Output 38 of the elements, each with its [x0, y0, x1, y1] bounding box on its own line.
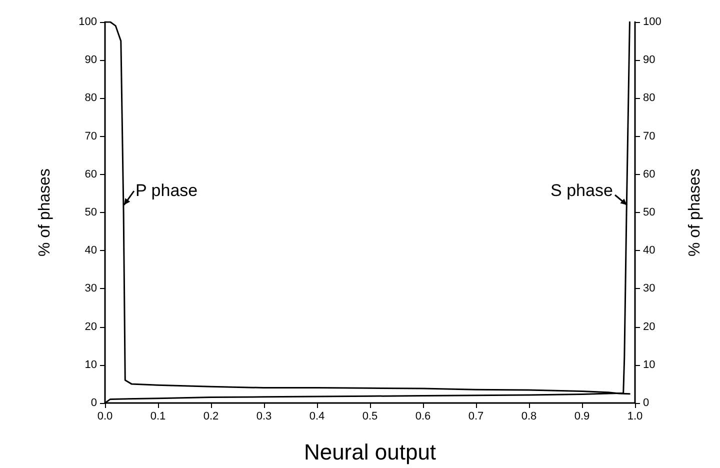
y2-tick-label: 20: [643, 320, 656, 333]
y-tick-label: 50: [84, 206, 97, 218]
y2-tick-label: 70: [643, 130, 656, 142]
y2-tick-label: 100: [643, 16, 662, 28]
x-tick-label: 0.6: [415, 410, 431, 422]
annotation: S phase: [550, 180, 613, 201]
y2-tick-label: 90: [643, 54, 656, 66]
y-tick-label: 20: [84, 320, 97, 333]
y-tick-label: 60: [84, 168, 97, 180]
x-axis-title: Neural output: [304, 440, 436, 464]
y-tick-label: 100: [78, 16, 97, 28]
x-tick-label: 1.0: [627, 410, 643, 422]
y-tick-label: 90: [84, 54, 97, 66]
x-tick-label: 0.9: [574, 410, 590, 422]
y-tick-label: 40: [84, 244, 97, 257]
y2-tick-label: 60: [643, 168, 656, 180]
y-axis-title: % of phases: [36, 168, 54, 257]
y2-tick-label: 30: [643, 282, 656, 295]
y2-axis-title: % of phases: [686, 168, 704, 257]
x-tick-label: 0.4: [309, 410, 325, 422]
x-tick-label: 0.2: [203, 410, 219, 422]
y2-tick-label: 80: [643, 92, 656, 104]
x-tick-label: 0.5: [362, 410, 378, 422]
x-tick-label: 0.1: [150, 410, 166, 422]
x-tick-label: 0.7: [468, 410, 484, 422]
y-tick-label: 10: [84, 358, 97, 371]
x-tick-label: 0.0: [97, 410, 113, 422]
y2-tick-label: 50: [643, 206, 656, 218]
x-tick-label: 0.3: [256, 410, 272, 422]
y2-tick-label: 10: [643, 358, 656, 371]
x-tick-label: 0.8: [521, 410, 537, 422]
y2-tick-label: 0: [643, 397, 650, 409]
y2-tick-label: 40: [643, 244, 656, 257]
y-tick-label: 80: [84, 92, 97, 104]
y-tick-label: 70: [84, 130, 97, 142]
y-tick-label: 30: [84, 282, 97, 295]
y-tick-label: 0: [90, 397, 97, 409]
annotation: P phase: [136, 180, 198, 201]
